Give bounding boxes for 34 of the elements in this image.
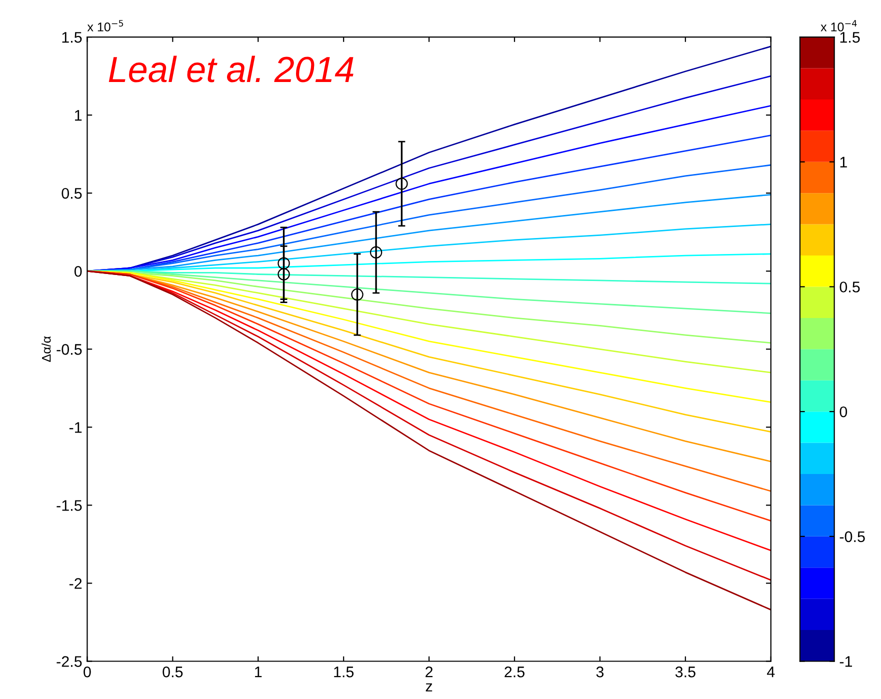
- x-tick-label: 4: [766, 666, 775, 678]
- point: [370, 246, 382, 259]
- y-tick-label: -2.5: [56, 656, 82, 667]
- point: [396, 178, 408, 190]
- y-axis-title: Δα/α: [42, 336, 51, 362]
- color-bar-label: 1.5: [840, 32, 860, 43]
- text: x 10$^{−4}$: [820, 20, 857, 32]
- point: [278, 257, 290, 270]
- chart-title: Leal et al. 2014: [108, 56, 354, 82]
- y-tick-label: -1: [69, 422, 82, 433]
- x-tick-label: 3: [596, 666, 604, 678]
- x-axis-title: z: [426, 683, 432, 692]
- y-tick-label: -0.5: [56, 344, 82, 355]
- point: [278, 268, 290, 280]
- y-tick-label: -2: [69, 578, 82, 589]
- y-tick-label: 1: [75, 110, 82, 121]
- y-tick-label: -1.5: [56, 500, 82, 511]
- x-tick-label: 1.5: [334, 666, 354, 678]
- color-bar-label: 0.5: [840, 282, 860, 292]
- point: [351, 288, 364, 301]
- color-bar-label: -0.5: [840, 531, 865, 542]
- color-bar-label: 0: [840, 406, 848, 418]
- y-tick-label: 0.5: [62, 188, 82, 199]
- x-tick-label: 0: [84, 666, 91, 678]
- color-bar-label: -1: [840, 656, 852, 667]
- x-tick-label: 2: [426, 666, 433, 678]
- color-bar-label: 1: [840, 156, 847, 168]
- x-tick-label: 1: [255, 666, 262, 678]
- x-tick-label: 0.5: [162, 666, 183, 678]
- y-tick-label: 0: [74, 266, 82, 277]
- text: x 10$^{−5}$: [87, 20, 124, 32]
- x-tick-label: 3.5: [675, 666, 696, 678]
- x-tick-label: 2.5: [504, 666, 524, 678]
- y-tick-label: 1.5: [62, 32, 82, 43]
